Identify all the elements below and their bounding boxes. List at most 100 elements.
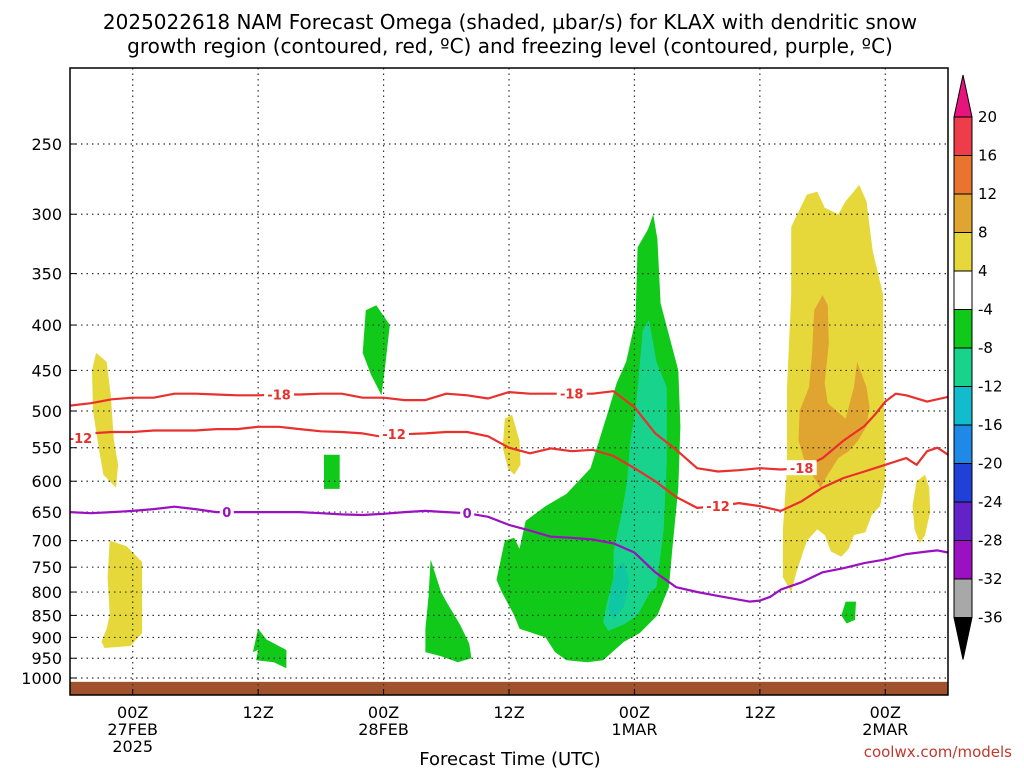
x-axis-label: Forecast Time (UTC) — [419, 749, 600, 768]
x-tick-label: 12Z — [744, 703, 775, 722]
colorbar-bottom-arrow — [953, 617, 973, 660]
y-tick-label: 450 — [31, 361, 62, 380]
colorbar-label: 8 — [978, 224, 988, 242]
omega-region-8 — [101, 540, 143, 648]
x-tick-label: 2025 — [112, 737, 153, 756]
omega-region-6 — [608, 562, 630, 620]
contour-label-bg — [786, 460, 817, 476]
contour-label: -18 — [790, 462, 814, 477]
credit-text: coolwx.com/models — [864, 743, 1012, 761]
contour-label-bg — [219, 504, 234, 520]
colorbar-label: -28 — [978, 532, 1003, 550]
x-tick-label: 00Z — [368, 703, 399, 722]
colorbar-label: 16 — [978, 147, 997, 165]
colorbar-top-arrow — [953, 74, 973, 118]
y-tick-label: 800 — [31, 583, 62, 602]
x-tick-label: 00Z — [870, 703, 901, 722]
contour-line--18 — [70, 390, 948, 473]
colorbar-label: -20 — [978, 455, 1003, 473]
colorbar-swatch — [953, 463, 973, 503]
contour-label: -12 — [706, 500, 730, 515]
y-tick-label: 400 — [31, 316, 62, 335]
colorbar-swatch — [953, 578, 973, 618]
contour-label: -12 — [69, 432, 93, 447]
colorbar-swatch — [953, 309, 973, 349]
y-tick-label: 600 — [31, 472, 62, 491]
y-tick-label: 500 — [31, 402, 62, 421]
colorbar-swatch — [953, 424, 973, 464]
chart-title-line2: growth region (contoured, red, ºC) and f… — [127, 34, 893, 58]
colorbar-label: -24 — [978, 493, 1003, 511]
omega-region-9 — [502, 414, 521, 475]
omega-region-2 — [252, 628, 287, 669]
y-tick-label: 250 — [31, 135, 62, 154]
colorbar-label: 4 — [978, 262, 988, 280]
contour-label: 0 — [222, 506, 231, 521]
plot-area: -18 -18 -18 -12 -12 -12 0 0 — [65, 67, 949, 696]
omega-region-13 — [841, 601, 856, 624]
plot-frame — [69, 67, 949, 696]
colorbar-label: -32 — [978, 570, 1003, 588]
x-tick-label: 12Z — [242, 703, 273, 722]
y-tick-label: 900 — [31, 628, 62, 647]
x-tick-label: 00Z — [117, 703, 148, 722]
colorbar-swatch — [953, 270, 973, 310]
y-tick-label: 850 — [31, 606, 62, 625]
colorbar-swatch — [953, 501, 973, 541]
colorbar-swatch — [953, 193, 973, 233]
contour-label: -18 — [560, 388, 584, 403]
colorbar-label: -4 — [978, 301, 993, 319]
colorbar-label: -36 — [978, 609, 1003, 627]
omega-region-0 — [362, 305, 390, 396]
y-axis-tick-labels: 250 300 350 400 450 500 550 600 650 700 750 800 850 9… — [21, 135, 62, 688]
y-tick-label: 350 — [31, 265, 62, 284]
contour-label-layer: -18 -18 -18 -12 -12 -12 0 0 — [65, 385, 817, 522]
contour-label-bg — [65, 429, 96, 445]
omega-region-3 — [425, 559, 472, 663]
y-tick-label: 950 — [31, 649, 62, 668]
omega-region-12 — [912, 474, 931, 544]
contour-label: 0 — [463, 507, 472, 522]
colorbar-swatch — [953, 155, 973, 195]
omega-region-7 — [92, 352, 119, 488]
x-tick-label: 27FEB — [107, 720, 158, 739]
colorbar-label: -8 — [978, 339, 993, 357]
contour-label: -18 — [267, 388, 291, 403]
colorbar-swatch — [953, 386, 973, 426]
colorbar-label: 20 — [978, 108, 997, 126]
contour-label-bg — [264, 386, 295, 402]
y-tick-label: 1000 — [21, 669, 62, 688]
contour-label-bg — [556, 385, 587, 401]
omega-region-10 — [782, 184, 886, 592]
colorbar-label: -16 — [978, 416, 1003, 434]
colorbar-label: -12 — [978, 378, 1003, 396]
chart-title-line1: 2025022618 NAM Forecast Omega (shaded, µ… — [103, 10, 917, 34]
colorbar-swatch — [953, 540, 973, 580]
contour-label-bg — [460, 505, 475, 521]
x-tick-label: 1MAR — [611, 720, 657, 739]
colorbar: 20 16 12 8 4 -4 -8 -12 -16 -20 -24 -28 -32 -36 — [953, 74, 1003, 660]
contour-label: -12 — [382, 428, 406, 443]
contour-label-bg — [379, 426, 410, 442]
colorbar-swatch — [953, 347, 973, 387]
x-tick-label: 28FEB — [358, 720, 409, 739]
omega-region-1 — [324, 454, 340, 489]
x-tick-label: 2MAR — [862, 720, 908, 739]
y-tick-label: 700 — [31, 532, 62, 551]
surface-ground-band — [70, 681, 948, 695]
y-tick-label: 550 — [31, 439, 62, 458]
contour-label-bg — [703, 498, 734, 514]
colorbar-swatch — [953, 232, 973, 272]
colorbar-swatch — [953, 116, 973, 156]
y-tick-label: 750 — [31, 558, 62, 577]
omega-region-11 — [798, 295, 870, 488]
y-tick-label: 650 — [31, 503, 62, 522]
colorbar-label: 12 — [978, 185, 997, 203]
contour-line--12 — [70, 425, 948, 512]
x-tick-label: 00Z — [619, 703, 650, 722]
x-tick-label: 12Z — [493, 703, 524, 722]
y-tick-label: 300 — [31, 205, 62, 224]
gridlines — [70, 68, 948, 695]
